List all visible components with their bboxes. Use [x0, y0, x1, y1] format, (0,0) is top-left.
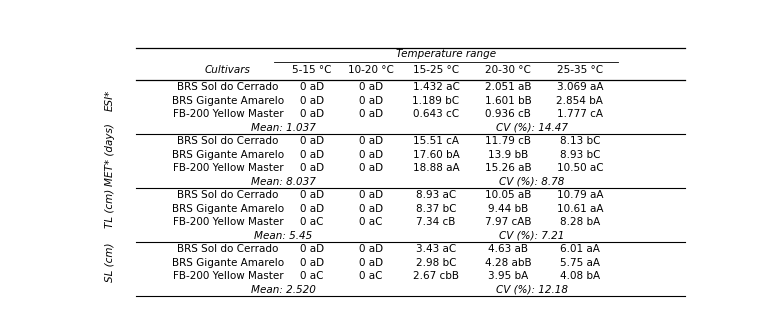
Text: 0 aD: 0 aD: [300, 96, 324, 106]
Text: 0 aD: 0 aD: [300, 109, 324, 119]
Text: CV (%): 7.21: CV (%): 7.21: [499, 231, 564, 241]
Text: 0 aD: 0 aD: [300, 136, 324, 146]
Text: BRS Gigante Amarelo: BRS Gigante Amarelo: [172, 96, 284, 106]
Text: 2.854 bA: 2.854 bA: [556, 96, 603, 106]
Text: FB-200 Yellow Master: FB-200 Yellow Master: [173, 217, 283, 227]
Text: 10.50 aC: 10.50 aC: [556, 163, 603, 173]
Text: SL (cm): SL (cm): [105, 243, 115, 283]
Text: 0 aC: 0 aC: [301, 271, 324, 281]
Text: BRS Sol do Cerrado: BRS Sol do Cerrado: [177, 136, 279, 146]
Text: 10.79 aA: 10.79 aA: [556, 190, 603, 200]
Text: 5.75 aA: 5.75 aA: [560, 258, 600, 268]
Text: Mean: 2.520: Mean: 2.520: [251, 285, 316, 295]
Text: 4.08 bA: 4.08 bA: [560, 271, 600, 281]
Text: CV (%): 14.47: CV (%): 14.47: [495, 123, 568, 133]
Text: 9.44 bB: 9.44 bB: [488, 204, 528, 214]
Text: 25-35 °C: 25-35 °C: [557, 65, 603, 75]
Text: 8.28 bA: 8.28 bA: [560, 217, 600, 227]
Text: BRS Sol do Cerrado: BRS Sol do Cerrado: [177, 190, 279, 200]
Text: 0 aD: 0 aD: [359, 244, 384, 254]
Text: BRS Gigante Amarelo: BRS Gigante Amarelo: [172, 258, 284, 268]
Text: 7.34 cB: 7.34 cB: [416, 217, 456, 227]
Text: 2.051 aB: 2.051 aB: [485, 82, 531, 92]
Text: 8.93 aC: 8.93 aC: [416, 190, 456, 200]
Text: 0 aC: 0 aC: [359, 271, 383, 281]
Text: 8.37 bC: 8.37 bC: [416, 204, 457, 214]
Text: 0 aD: 0 aD: [359, 190, 384, 200]
Text: Mean: 5.45: Mean: 5.45: [254, 231, 312, 241]
Text: 0 aC: 0 aC: [301, 217, 324, 227]
Text: BRS Gigante Amarelo: BRS Gigante Amarelo: [172, 150, 284, 160]
Text: CV (%): 12.18: CV (%): 12.18: [495, 285, 568, 295]
Text: 10.61 aA: 10.61 aA: [556, 204, 603, 214]
Text: 4.28 abB: 4.28 abB: [485, 258, 531, 268]
Text: CV (%): 8.78: CV (%): 8.78: [499, 177, 564, 187]
Text: 15-25 °C: 15-25 °C: [413, 65, 459, 75]
Text: 0 aD: 0 aD: [359, 258, 384, 268]
Text: 0 aD: 0 aD: [300, 258, 324, 268]
Text: MET* (days): MET* (days): [105, 123, 115, 186]
Text: 0 aD: 0 aD: [359, 163, 384, 173]
Text: 4.63 aB: 4.63 aB: [488, 244, 528, 254]
Text: 0 aD: 0 aD: [300, 150, 324, 160]
Text: 8.13 bC: 8.13 bC: [559, 136, 600, 146]
Text: 20-30 °C: 20-30 °C: [485, 65, 531, 75]
Text: Temperature range: Temperature range: [396, 49, 496, 59]
Text: 0 aD: 0 aD: [300, 244, 324, 254]
Text: 2.67 cbB: 2.67 cbB: [413, 271, 459, 281]
Text: 6.01 aA: 6.01 aA: [560, 244, 600, 254]
Text: 0 aD: 0 aD: [300, 163, 324, 173]
Text: 0 aD: 0 aD: [359, 96, 384, 106]
Text: 0 aC: 0 aC: [359, 217, 383, 227]
Text: 13.9 bB: 13.9 bB: [488, 150, 528, 160]
Text: 0 aD: 0 aD: [359, 82, 384, 92]
Text: 0 aD: 0 aD: [359, 150, 384, 160]
Text: FB-200 Yellow Master: FB-200 Yellow Master: [173, 109, 283, 119]
Text: 1.601 bB: 1.601 bB: [485, 96, 531, 106]
Text: 17.60 bA: 17.60 bA: [412, 150, 460, 160]
Text: 7.97 cAB: 7.97 cAB: [485, 217, 531, 227]
Text: Cultivars: Cultivars: [205, 65, 251, 75]
Text: BRS Gigante Amarelo: BRS Gigante Amarelo: [172, 204, 284, 214]
Text: Mean: 1.037: Mean: 1.037: [251, 123, 316, 133]
Text: 10.05 aB: 10.05 aB: [485, 190, 531, 200]
Text: 0.643 cC: 0.643 cC: [413, 109, 459, 119]
Text: 10-20 °C: 10-20 °C: [349, 65, 394, 75]
Text: Mean: 8.037: Mean: 8.037: [251, 177, 316, 187]
Text: 5-15 °C: 5-15 °C: [292, 65, 332, 75]
Text: 0 aD: 0 aD: [300, 204, 324, 214]
Text: 1.189 bC: 1.189 bC: [412, 96, 460, 106]
Text: 18.88 aA: 18.88 aA: [412, 163, 460, 173]
Text: 0 aD: 0 aD: [300, 82, 324, 92]
Text: FB-200 Yellow Master: FB-200 Yellow Master: [173, 163, 283, 173]
Text: FB-200 Yellow Master: FB-200 Yellow Master: [173, 271, 283, 281]
Text: ESI*: ESI*: [105, 90, 115, 111]
Text: 2.98 bC: 2.98 bC: [416, 258, 457, 268]
Text: 15.51 cA: 15.51 cA: [413, 136, 459, 146]
Text: 15.26 aB: 15.26 aB: [485, 163, 531, 173]
Text: 0.936 cB: 0.936 cB: [485, 109, 531, 119]
Text: BRS Sol do Cerrado: BRS Sol do Cerrado: [177, 82, 279, 92]
Text: 3.95 bA: 3.95 bA: [488, 271, 528, 281]
Text: 1.432 aC: 1.432 aC: [412, 82, 460, 92]
Text: 0 aD: 0 aD: [300, 190, 324, 200]
Text: 1.777 cA: 1.777 cA: [557, 109, 603, 119]
Text: 3.43 aC: 3.43 aC: [416, 244, 456, 254]
Text: 8.93 bC: 8.93 bC: [559, 150, 600, 160]
Text: 0 aD: 0 aD: [359, 109, 384, 119]
Text: 0 aD: 0 aD: [359, 204, 384, 214]
Text: 11.79 cB: 11.79 cB: [485, 136, 531, 146]
Text: 3.069 aA: 3.069 aA: [556, 82, 603, 92]
Text: 0 aD: 0 aD: [359, 136, 384, 146]
Text: TL (cm): TL (cm): [105, 189, 115, 228]
Text: BRS Sol do Cerrado: BRS Sol do Cerrado: [177, 244, 279, 254]
